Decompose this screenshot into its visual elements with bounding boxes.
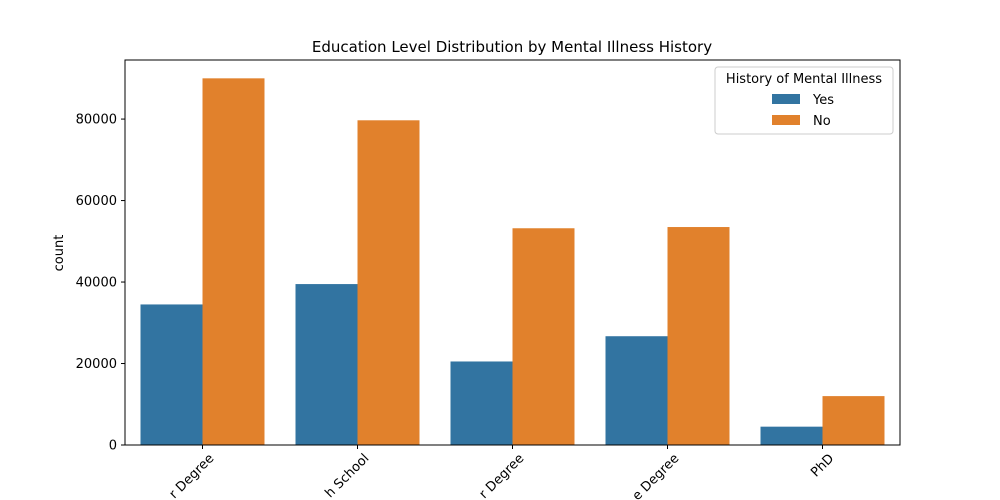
bar-no-master-s-degree xyxy=(513,228,575,445)
chart-title: Education Level Distribution by Mental I… xyxy=(312,38,712,56)
x-tick-label-master-s-degree: r Degree xyxy=(477,451,528,500)
y-tick-label: 0 xyxy=(109,439,117,454)
legend: History of Mental Illness Yes No xyxy=(715,67,893,134)
legend-swatch-yes xyxy=(772,94,800,104)
legend-title: History of Mental Illness xyxy=(726,72,882,87)
x-tick-label-bachelor-s-degree: r Degree xyxy=(167,451,218,500)
bar-yes-master-s-degree xyxy=(451,361,513,445)
bar-yes-phd xyxy=(761,427,823,445)
x-axis: r Degree h School r Degree e Degree PhD xyxy=(167,445,838,500)
bar-no-high-school xyxy=(358,120,420,445)
bar-yes-bachelor-s-degree xyxy=(141,304,203,445)
bar-no-bachelor-s-degree xyxy=(203,78,265,445)
y-axis: 0 20000 40000 60000 80000 xyxy=(76,113,125,454)
bar-yes-high-school xyxy=(296,284,358,445)
bar-no-associate-degree xyxy=(668,227,730,445)
y-axis-label: count xyxy=(52,235,67,272)
y-tick-label: 80000 xyxy=(76,113,117,128)
x-tick-label-high-school: h School xyxy=(322,451,372,500)
x-tick-label-associate-degree: e Degree xyxy=(630,451,683,500)
y-tick-label: 60000 xyxy=(76,194,117,209)
legend-label-yes: Yes xyxy=(812,93,834,108)
y-tick-label: 20000 xyxy=(76,357,117,372)
bar-yes-associate-degree xyxy=(606,336,668,445)
bar-no-phd xyxy=(823,396,885,445)
legend-swatch-no xyxy=(772,115,800,125)
x-tick-label-phd: PhD xyxy=(808,451,837,480)
legend-label-no: No xyxy=(813,114,831,129)
y-tick-label: 40000 xyxy=(76,276,117,291)
